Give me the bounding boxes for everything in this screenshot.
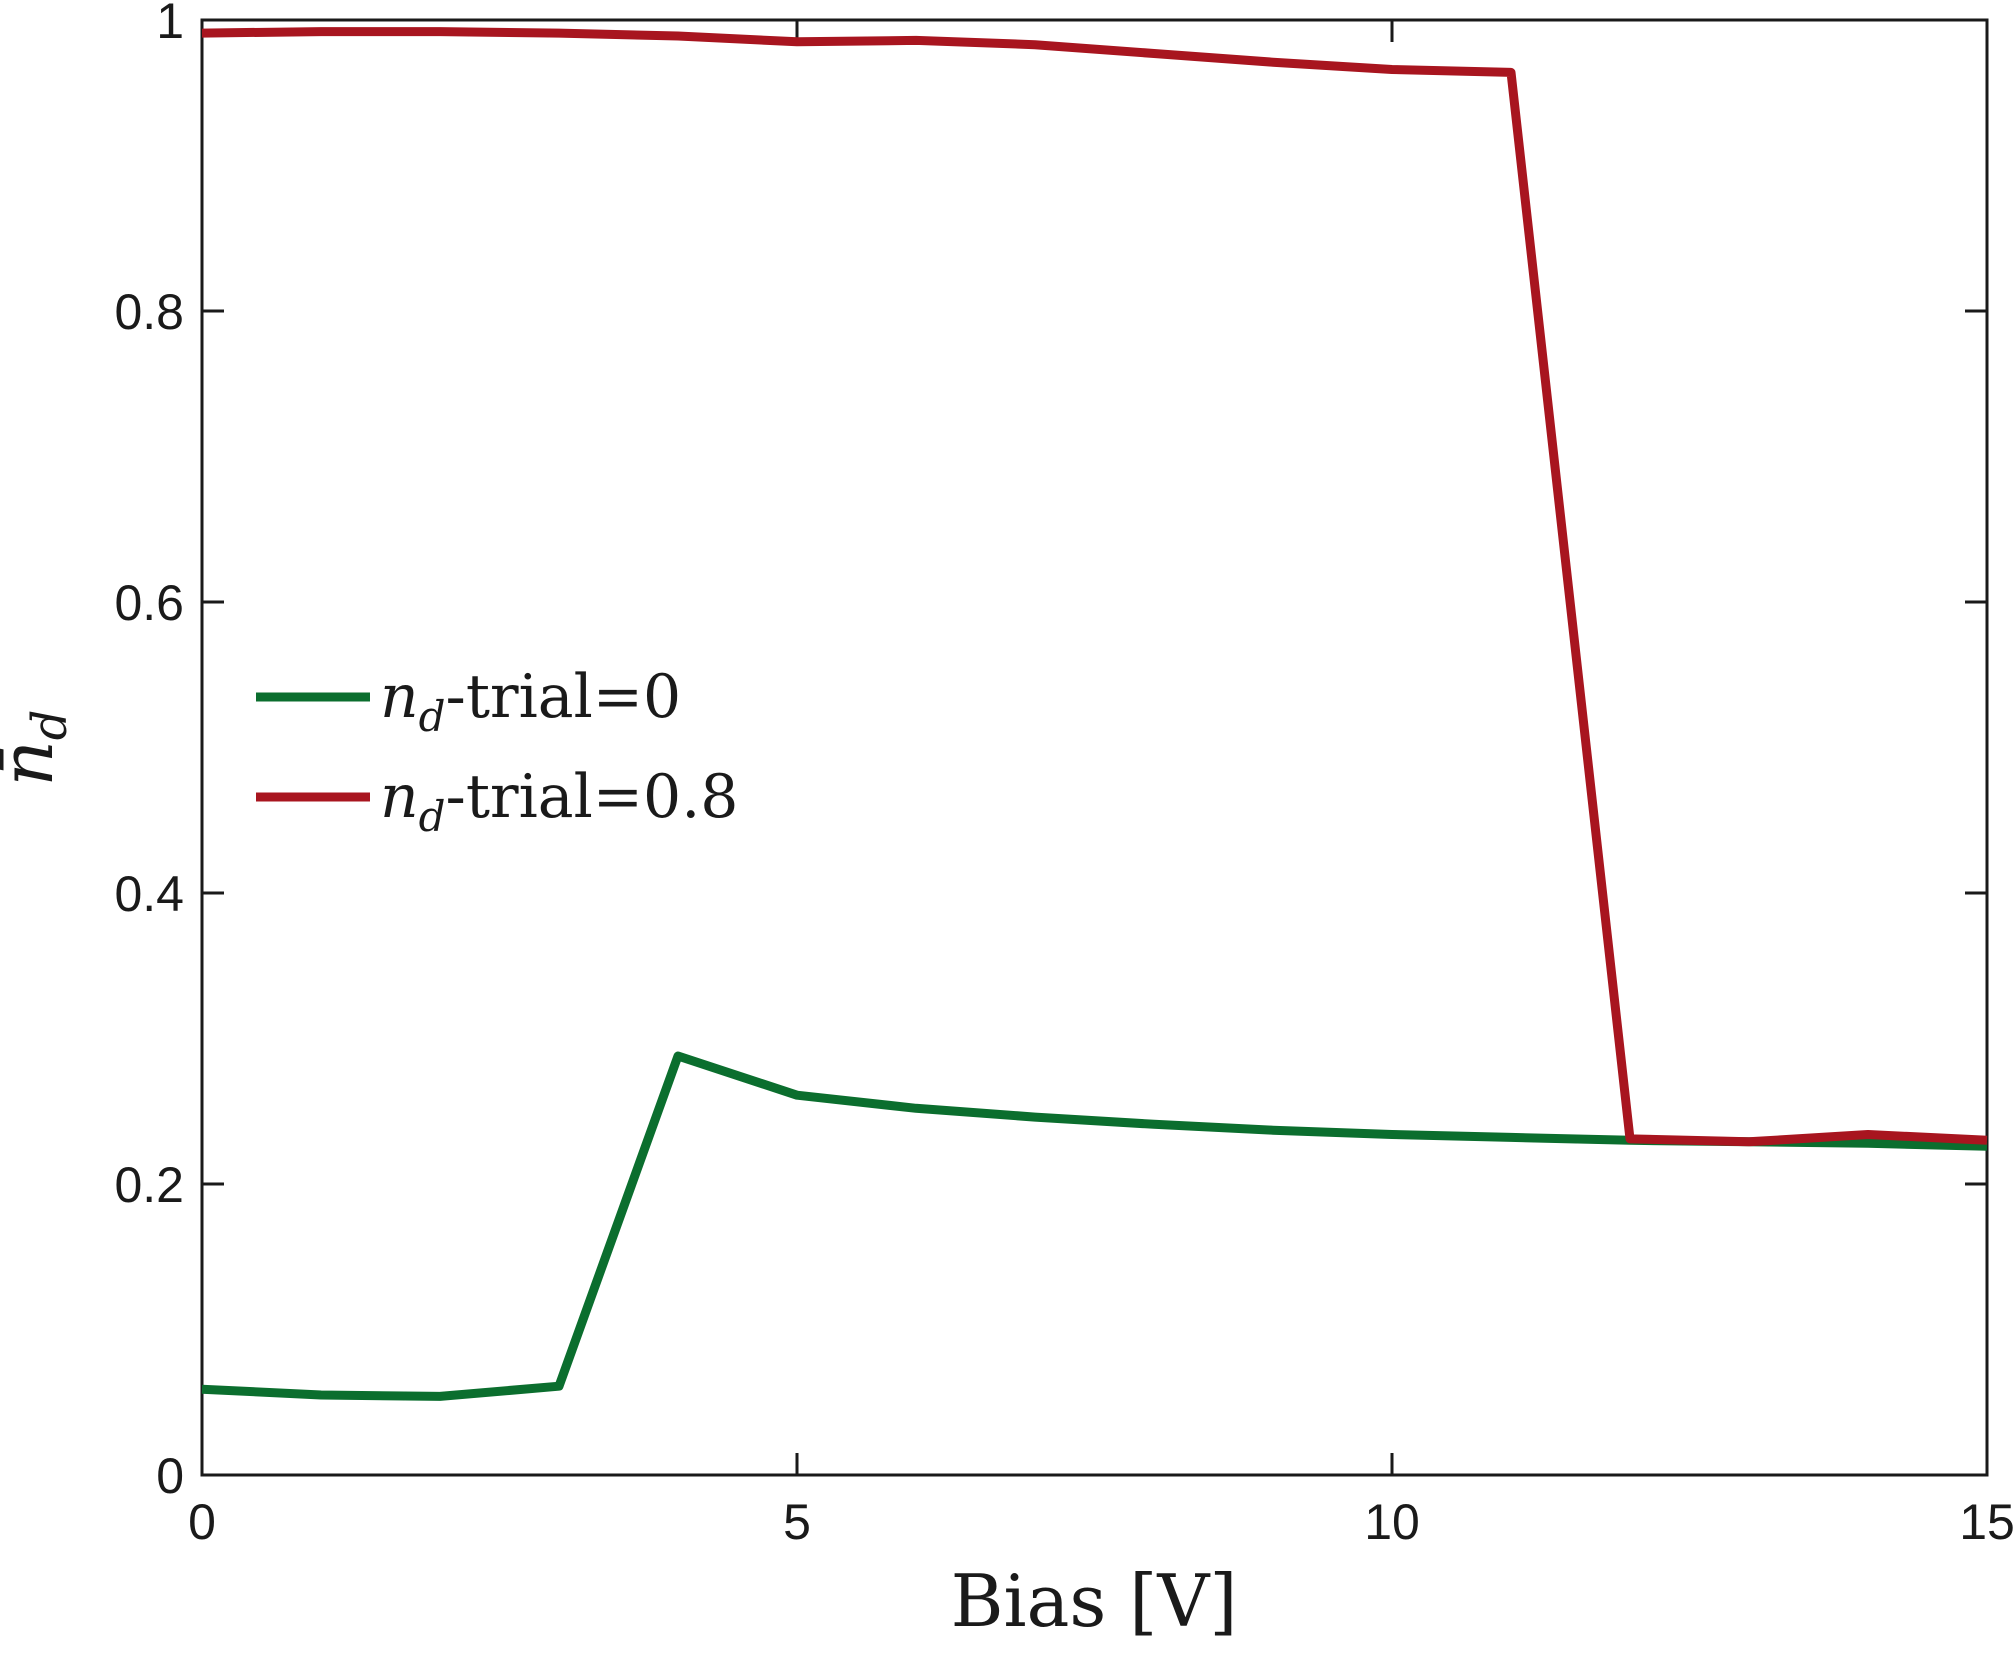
- y-axis-title-subscript: d: [22, 709, 78, 740]
- y-tick-label: 0.6: [114, 575, 184, 631]
- x-tick-label: 5: [783, 1494, 811, 1550]
- y-tick-label: 0.2: [114, 1157, 184, 1213]
- y-tick-label: 0: [156, 1448, 184, 1504]
- legend-label-1: nd-trial=0: [380, 662, 681, 741]
- y-tick-label: 0.8: [114, 284, 184, 340]
- legend: nd-trial=0 nd-trial=0.8: [256, 662, 738, 841]
- legend-label-2: nd-trial=0.8: [380, 762, 738, 841]
- y-tick-label: 0.4: [114, 866, 184, 922]
- series-lines: [201, 27, 1988, 1401]
- x-tick-label: 10: [1364, 1494, 1420, 1550]
- axis-ticks: 0 5 10 15 0 0.2 0.4 0.6 0.8 1: [114, 0, 2014, 1550]
- series-line-2: [201, 27, 1988, 1147]
- x-axis-title: Bias [V]: [951, 1559, 1238, 1643]
- y-tick-label: 1: [156, 0, 184, 49]
- x-tick-label: 0: [188, 1494, 216, 1550]
- y-axis-title: n̄d: [0, 709, 78, 786]
- plot-frame: [200, 18, 1989, 1477]
- x-tick-label: 15: [1959, 1494, 2015, 1550]
- y-axis-title-symbol: n̄: [0, 740, 69, 786]
- series-line-1: [201, 1051, 1988, 1401]
